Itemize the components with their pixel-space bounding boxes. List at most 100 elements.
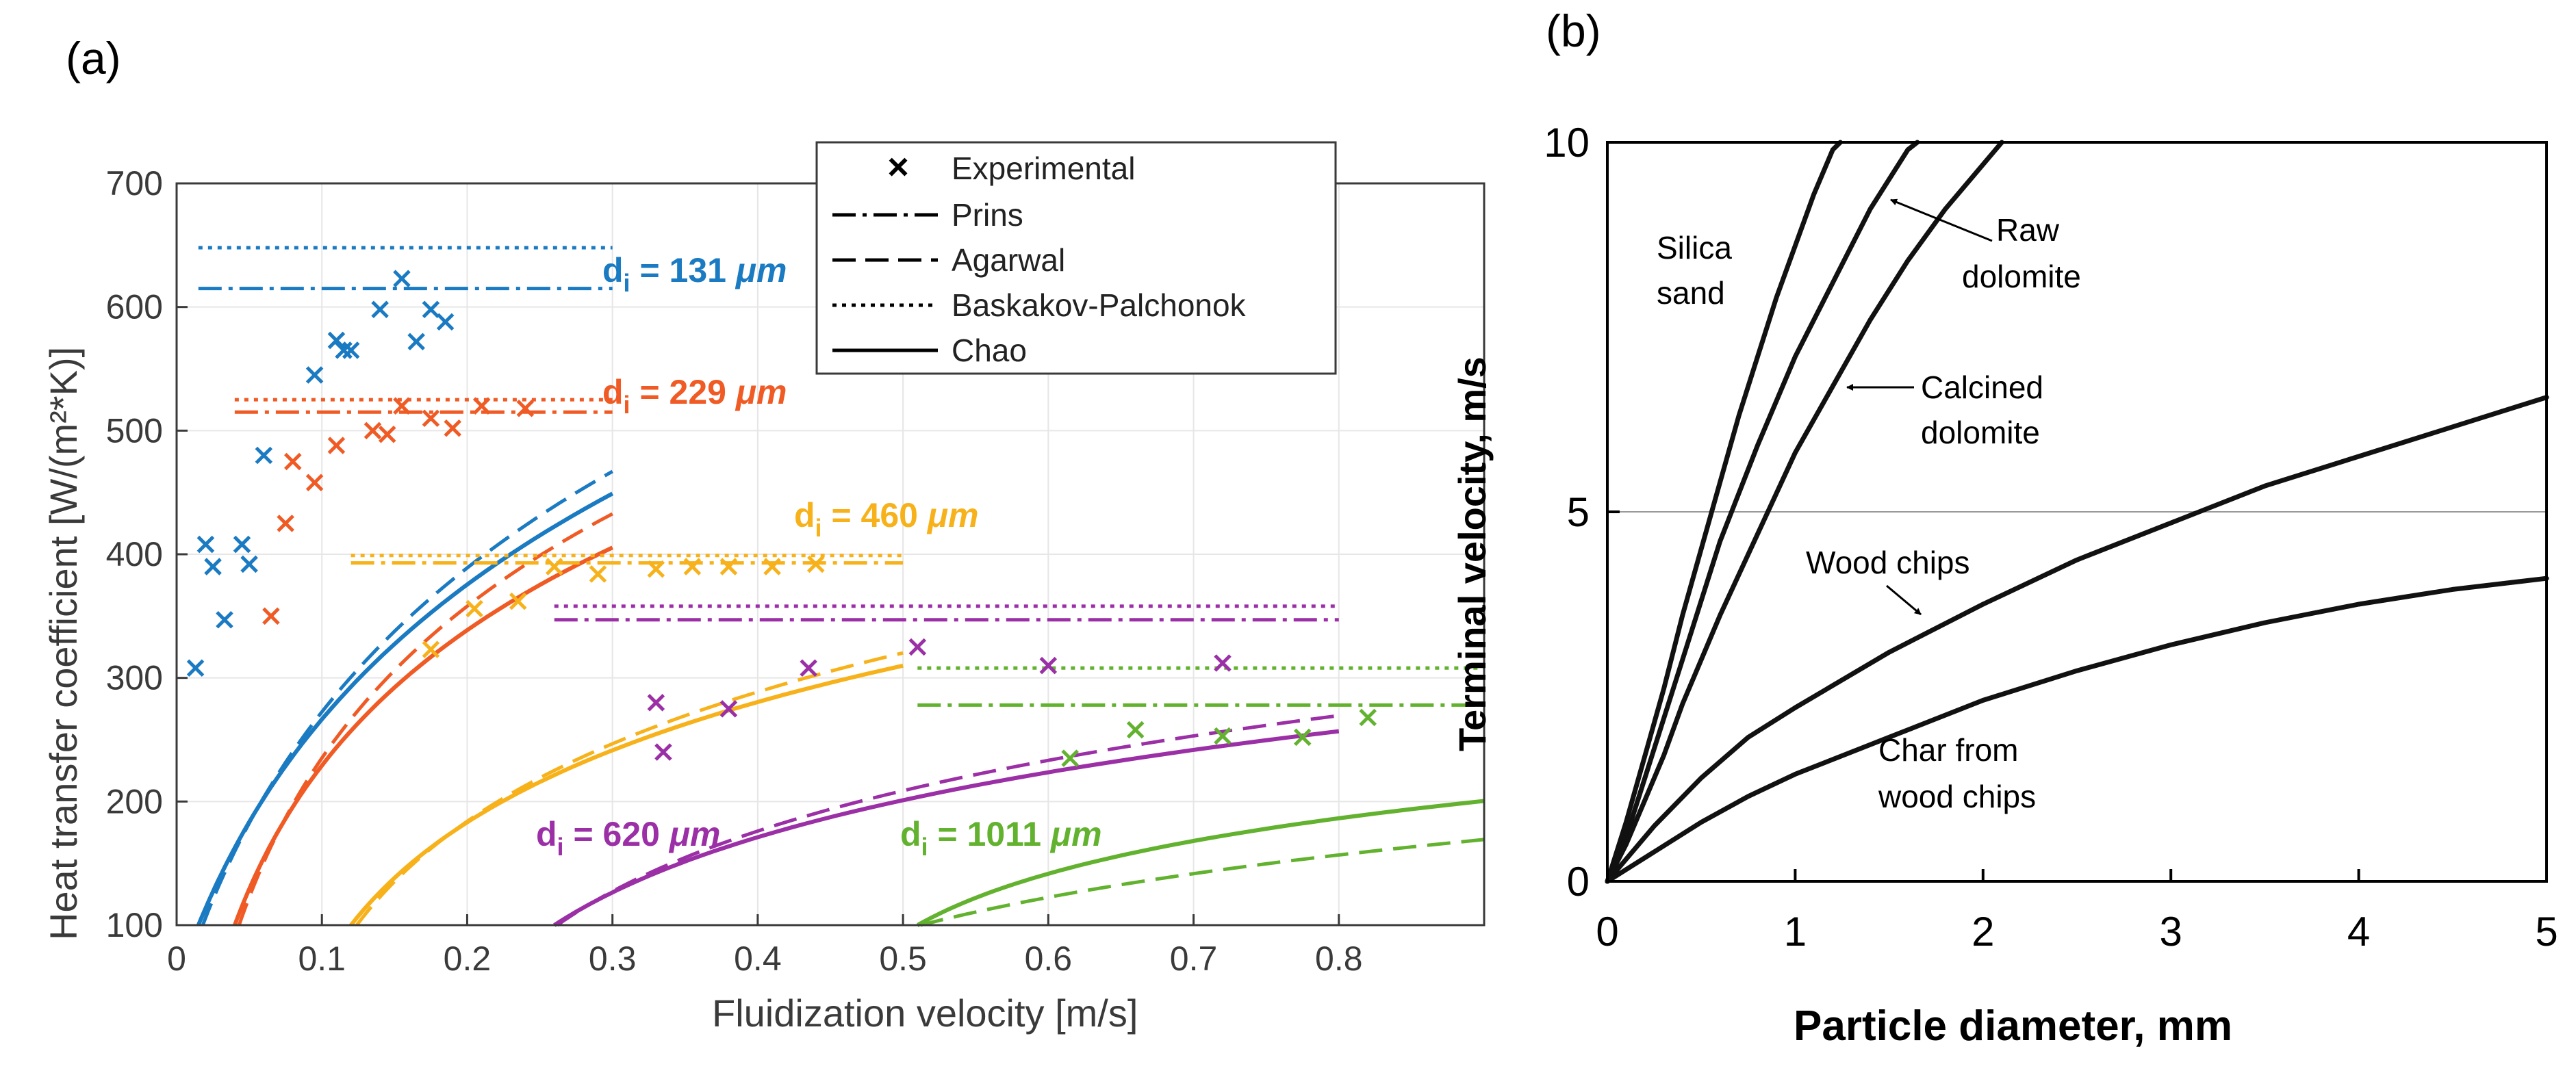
a-ytick-label: 700 [106, 164, 163, 203]
annotation-wood-chips: Wood chips [1806, 545, 1970, 580]
panel-a-ylabel: Heat transfer coefficient [W/(m²*K)] [42, 347, 85, 940]
panel-a-group-labels: di = 131 μm di = 229 μm di = 460 μm di = 62… [536, 251, 1102, 861]
panel-a-legend: × Experimental Prins Agarwal Baskakov-Pa… [815, 141, 1337, 375]
b-ytick-label: 0 [1567, 859, 1590, 905]
chao-curve [917, 799, 1485, 927]
experimental-point [589, 565, 607, 583]
b-xtick-label: 2 [1972, 909, 1994, 955]
a-xtick-label: 0.4 [734, 940, 782, 978]
legend-label-baskakov: Baskakov-Palchonok [952, 287, 1247, 323]
group-label: di = 460 μm [794, 496, 978, 542]
experimental-point [393, 397, 411, 415]
experimental-point [546, 558, 563, 575]
experimental-point [342, 341, 360, 359]
chao-curve [349, 663, 904, 927]
experimental-point [436, 313, 455, 331]
legend-entry-baskakov: Baskakov-Palchonok [832, 287, 1247, 323]
a-ytick-label: 400 [106, 535, 163, 573]
agarwal-curve [919, 838, 1485, 927]
group-label: di = 1011 μm [900, 815, 1102, 861]
a-ytick-label: 500 [106, 411, 163, 450]
panel-a: (a) 0 0.1 0.2 0.3 0.4 0.5 0.6 0.7 0.8 100 200 300 40… [42, 33, 1485, 1035]
chao-curve [196, 491, 614, 927]
experimental-point [647, 694, 665, 712]
panel-b-label: (b) [1546, 5, 1601, 56]
experimental-point [422, 409, 440, 428]
experimental-point [763, 558, 781, 575]
a-ytick-label: 300 [106, 659, 163, 697]
legend-label-agarwal: Agarwal [952, 242, 1065, 278]
arrow-raw-dolomite [1890, 198, 1993, 242]
legend-marker-x: × [887, 146, 909, 187]
panel-b: (b) 0 1 2 3 4 5 0 5 10 Particle diameter, mm Ter… [1451, 5, 2558, 1050]
legend-label-prins: Prins [952, 197, 1023, 233]
experimental-point [1293, 728, 1312, 747]
panel-a-lines [196, 246, 1485, 927]
experimental-point [422, 300, 440, 319]
series-curve-raw-dolomite [1605, 140, 1920, 884]
experimental-point [233, 535, 251, 554]
experimental-point [335, 341, 353, 359]
a-ytick-label: 600 [106, 288, 163, 326]
panel-a-xlabel: Fluidization velocity [m/s] [712, 992, 1138, 1035]
experimental-point [807, 555, 825, 573]
experimental-point [516, 400, 535, 417]
experimental-point [378, 425, 396, 443]
experimental-point [204, 558, 222, 575]
experimental-point [364, 422, 382, 440]
panel-b-annotations: Silica sand Raw dolomite Calcined dolomi… [1657, 198, 2081, 814]
experimental-point [1126, 721, 1145, 739]
experimental-point [719, 700, 738, 718]
experimental-point [719, 558, 738, 575]
legend-label-experimental: Experimental [952, 151, 1135, 186]
chao-curve [232, 545, 614, 926]
experimental-point [654, 743, 672, 761]
experimental-point [240, 555, 258, 573]
series-curve-wood-chips [1605, 395, 2549, 884]
group-label: di = 131 μm [602, 251, 787, 297]
group-label: di = 620 μm [536, 815, 720, 861]
experimental-point [1359, 708, 1377, 727]
experimental-point [186, 659, 205, 677]
legend-box [815, 141, 1337, 375]
experimental-point [509, 592, 527, 610]
a-xtick-label: 0.8 [1315, 940, 1363, 978]
panel-b-ticks: 0 1 2 3 4 5 0 5 10 [1544, 120, 2558, 955]
annotation-char-from-wood-chips: Char from wood chips [1878, 732, 2036, 814]
experimental-point [196, 535, 215, 554]
a-ytick-label: 200 [106, 782, 163, 820]
a-xtick-label: 0.7 [1170, 940, 1218, 978]
a-ytick-label: 100 [106, 906, 163, 944]
experimental-point [1214, 654, 1232, 672]
panel-a-label: (a) [66, 33, 121, 83]
panel-b-xlabel: Particle diameter, mm [1794, 1002, 2232, 1050]
experimental-point [444, 419, 461, 437]
panel-a-markers [186, 270, 1377, 767]
experimental-point [327, 437, 346, 454]
experimental-point [216, 610, 233, 629]
a-xtick-label: 0.1 [298, 940, 346, 978]
experimental-point [1214, 727, 1232, 745]
panel-b-ylabel: Terminal velocity, m/s [1451, 357, 1494, 751]
a-xtick-label: 0.6 [1025, 940, 1073, 978]
experimental-point [683, 558, 702, 575]
experimental-point [1061, 749, 1079, 767]
agarwal-curve [201, 469, 613, 927]
arrow-wood-chips [1886, 584, 1922, 616]
experimental-point [284, 452, 302, 471]
experimental-point [422, 640, 440, 658]
legend-entry-chao: Chao [832, 333, 1027, 368]
panel-b-lines [1605, 140, 2549, 884]
b-xtick-label: 3 [2160, 909, 2182, 955]
group-label: di = 229 μm [602, 373, 787, 419]
agarwal-curve [556, 714, 1340, 927]
experimental-point [277, 515, 294, 532]
experimental-point [800, 659, 817, 677]
series-curve-char-from-wood-chips [1605, 575, 2549, 884]
b-ytick-label: 5 [1567, 489, 1590, 535]
annotation-raw-dolomite: Raw dolomite [1962, 212, 2081, 294]
legend-entry-prins: Prins [832, 197, 1023, 233]
annotation-calcined-dolomite: Calcined dolomite [1921, 370, 2052, 450]
experimental-point [466, 599, 483, 618]
